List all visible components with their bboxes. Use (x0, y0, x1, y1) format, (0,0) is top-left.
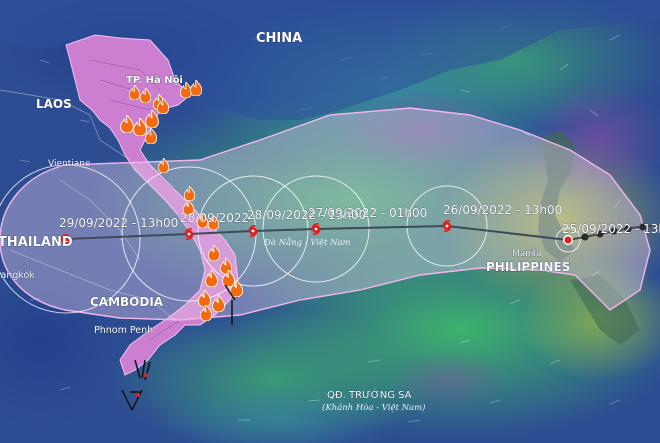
forecast-label: 26/09/2022 - 13h00 (443, 203, 562, 217)
low-pressure-icon: L (61, 234, 71, 244)
city-labels: TP. Hà Nội Vientiane Bangkok Phnom Penh … (0, 74, 542, 337)
forecast-symbols: L (61, 220, 573, 245)
label-manila: Manila (512, 249, 542, 259)
land-masses (0, 0, 660, 376)
region-labels: Đà Nẵng - Việt Nam QĐ. TRƯỜNG SA (Khánh … (263, 236, 425, 413)
label-bangkok: Bangkok (0, 270, 35, 281)
forecast-label: 25/09/2022 - 13h00 (562, 222, 660, 236)
forecast-label: 28/09/2022 (180, 211, 249, 225)
forecast-label: 27/09/2022 - 01h00 (308, 206, 427, 220)
forecast-track-line (65, 224, 569, 241)
country-labels: CHINA LAOS THAILAND CAMBODIA PHILIPPINES (0, 31, 571, 310)
label-phnom-penh: Phnom Penh (94, 325, 153, 336)
svg-text:L: L (64, 236, 69, 244)
label-philippines: PHILIPPINES (486, 260, 570, 274)
wind-barb-icons (121, 284, 236, 411)
typhoon-symbol-icon (442, 220, 452, 232)
typhoon-symbol-icon (248, 225, 258, 237)
forecast-time-labels: 25/09/2022 - 13h00 26/09/2022 - 13h00 27… (59, 203, 660, 236)
china-landmass (0, 0, 660, 120)
forecast-cone (0, 107, 651, 321)
label-truong-sa-sub: (Khánh Hòa - Việt Nam) (322, 402, 425, 413)
label-china: CHINA (256, 31, 302, 46)
uncertainty-circle (197, 175, 309, 287)
typhoon-symbol-icon (311, 223, 321, 235)
label-vientiane: Vientiane (48, 159, 91, 169)
label-hanoi: TP. Hà Nội (126, 74, 183, 86)
uncertainty-circle (0, 164, 141, 314)
past-track (567, 223, 660, 241)
label-laos: LAOS (36, 97, 72, 111)
uncertainty-circle (555, 227, 581, 253)
label-thailand: THAILAND (0, 235, 73, 250)
philippines-landmass (538, 130, 575, 262)
label-danang: Đà Nẵng - Việt Nam (263, 236, 351, 248)
typhoon-symbol-icon (184, 228, 194, 240)
uncertainty-circle (262, 175, 370, 283)
label-cambodia: CAMBODIA (90, 295, 164, 309)
vietnam-landmass (65, 34, 239, 376)
typhoon-symbol-icon (563, 235, 573, 245)
forecast-label: 29/09/2022 - 13h00 (59, 216, 178, 230)
label-truong-sa: QĐ. TRƯỜNG SA (327, 388, 412, 401)
forecast-label: 28/09/2022 - 13h00 (247, 208, 366, 222)
